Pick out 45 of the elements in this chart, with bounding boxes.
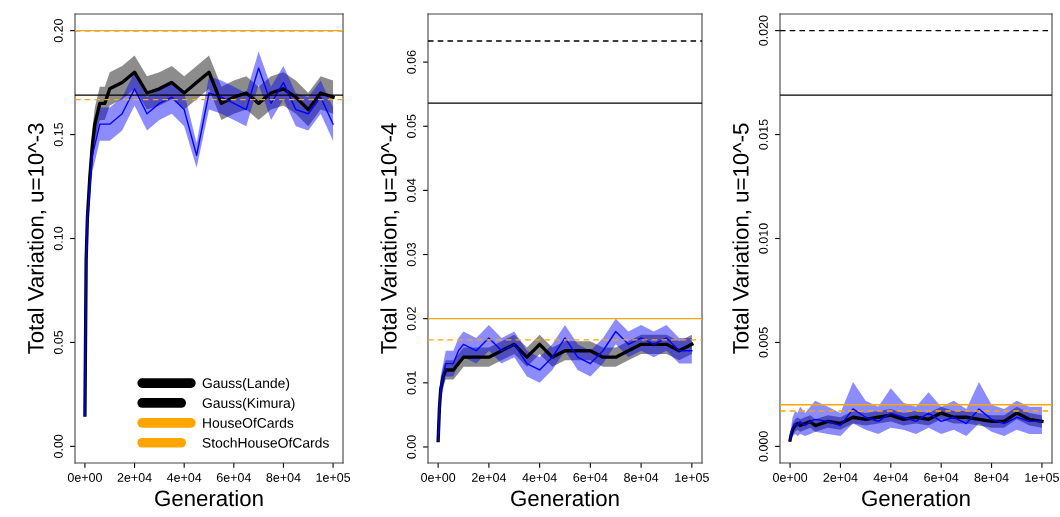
y-axis-title: Total Variation, u=10^-3 [27, 123, 47, 354]
x-tick-label: 0e+00 [421, 473, 456, 482]
x-axis-title: Generation [511, 489, 619, 507]
x-tick-label: 6e+04 [216, 473, 251, 482]
y-tick-label: 0.10 [53, 226, 63, 251]
y-tick-label: 0.010 [758, 223, 768, 254]
y-tick-label: 0.00 [53, 434, 63, 459]
x-tick-label: 6e+04 [573, 473, 608, 482]
x-tick-label: 0e+00 [773, 473, 808, 482]
y-tick-label: 0.20 [53, 18, 63, 43]
legend-label: StochHouseOfCards [202, 437, 329, 448]
x-axis-title: Generation [155, 489, 263, 507]
x-tick-label: 1e+05 [675, 473, 709, 482]
x-tick-label: 8e+04 [624, 473, 659, 482]
y-tick-label: 0.020 [758, 15, 768, 46]
y-tick-label: 0.01 [406, 371, 416, 395]
x-axis-title: Generation [862, 489, 970, 507]
legend-label: Gauss(Kimura) [202, 397, 295, 411]
y-tick-label: 0.000 [758, 431, 768, 462]
y-tick-label: 0.00 [406, 435, 416, 459]
x-tick-label: 6e+04 [924, 473, 959, 482]
y-axis-title: Total Variation, u=10^-4 [380, 123, 400, 354]
y-tick-label: 0.04 [406, 178, 416, 203]
x-tick-label: 4e+04 [522, 473, 557, 482]
x-tick-label: 1e+05 [1025, 473, 1059, 482]
x-tick-label: 8e+04 [266, 473, 301, 482]
y-tick-label: 0.05 [406, 114, 416, 138]
x-tick-label: 0e+00 [67, 473, 102, 482]
y-tick-label: 0.05 [53, 330, 63, 355]
x-tick-label: 4e+04 [873, 473, 908, 482]
x-tick-label: 2e+04 [471, 473, 507, 482]
y-tick-label: 0.005 [758, 327, 768, 358]
legend-label: HouseOfCards [203, 417, 294, 428]
y-tick-label: 0.03 [406, 242, 416, 267]
x-tick-label: 2e+04 [117, 473, 152, 482]
x-tick-label: 1e+05 [316, 473, 351, 482]
y-tick-label: 0.15 [53, 122, 63, 147]
y-tick-label: 0.02 [406, 307, 416, 331]
x-tick-label: 2e+04 [823, 473, 858, 482]
y-tick-label: 0.06 [406, 50, 416, 74]
y-axis-title: Total Variation, u=10^-5 [732, 123, 752, 354]
x-tick-label: 8e+04 [974, 473, 1009, 482]
x-tick-label: 4e+04 [166, 473, 202, 482]
y-tick-label: 0.015 [758, 119, 768, 150]
legend-label: Gauss(Lande) [202, 377, 290, 391]
